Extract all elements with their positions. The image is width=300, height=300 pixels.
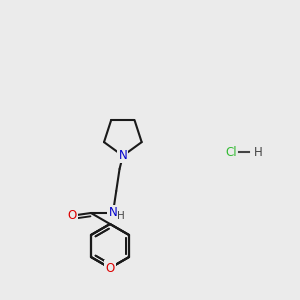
Text: Cl: Cl bbox=[225, 146, 237, 158]
Text: N: N bbox=[118, 149, 127, 162]
Text: O: O bbox=[105, 262, 115, 275]
Text: H: H bbox=[117, 211, 125, 221]
Text: O: O bbox=[68, 209, 77, 222]
Text: N: N bbox=[109, 206, 117, 220]
Text: H: H bbox=[254, 146, 263, 158]
